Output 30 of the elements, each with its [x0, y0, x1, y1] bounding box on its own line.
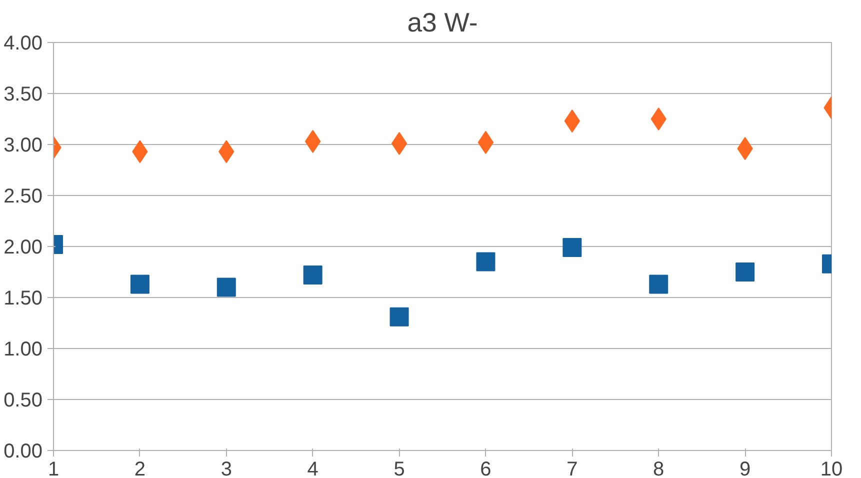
x-tick-label: 10 — [820, 458, 843, 478]
y-tick-label: 2.00 — [4, 236, 43, 258]
x-tick-label: 9 — [739, 458, 751, 478]
point — [736, 262, 755, 282]
point — [476, 252, 496, 272]
y-tick-label: 0.00 — [4, 440, 43, 462]
x-tick-label: 6 — [480, 458, 492, 478]
x-tick-label: 7 — [566, 458, 578, 478]
point — [303, 266, 322, 285]
point — [649, 274, 668, 294]
y-tick-label: 3.50 — [4, 84, 43, 106]
y-tick-label: 1.00 — [4, 338, 43, 360]
point — [562, 238, 582, 258]
y-tick-label: 4.00 — [4, 32, 43, 54]
y-tick-label: 2.50 — [4, 186, 43, 208]
x-tick-label: 5 — [394, 458, 405, 478]
y-tick-label: 0.50 — [4, 390, 43, 412]
point — [216, 278, 236, 297]
x-tick-label: 1 — [48, 458, 60, 478]
point — [391, 132, 408, 155]
point — [390, 307, 409, 326]
y-tick-label: 1.50 — [4, 288, 43, 310]
point — [478, 130, 494, 154]
x-tick-label: 4 — [307, 458, 318, 478]
point — [130, 274, 150, 294]
x-tick-label: 2 — [134, 458, 146, 478]
chart-title: a3 W- — [407, 8, 478, 38]
x-tick-label: 3 — [220, 458, 232, 478]
x-tick-label: 8 — [653, 458, 664, 478]
y-tick-label: 3.00 — [4, 134, 43, 156]
